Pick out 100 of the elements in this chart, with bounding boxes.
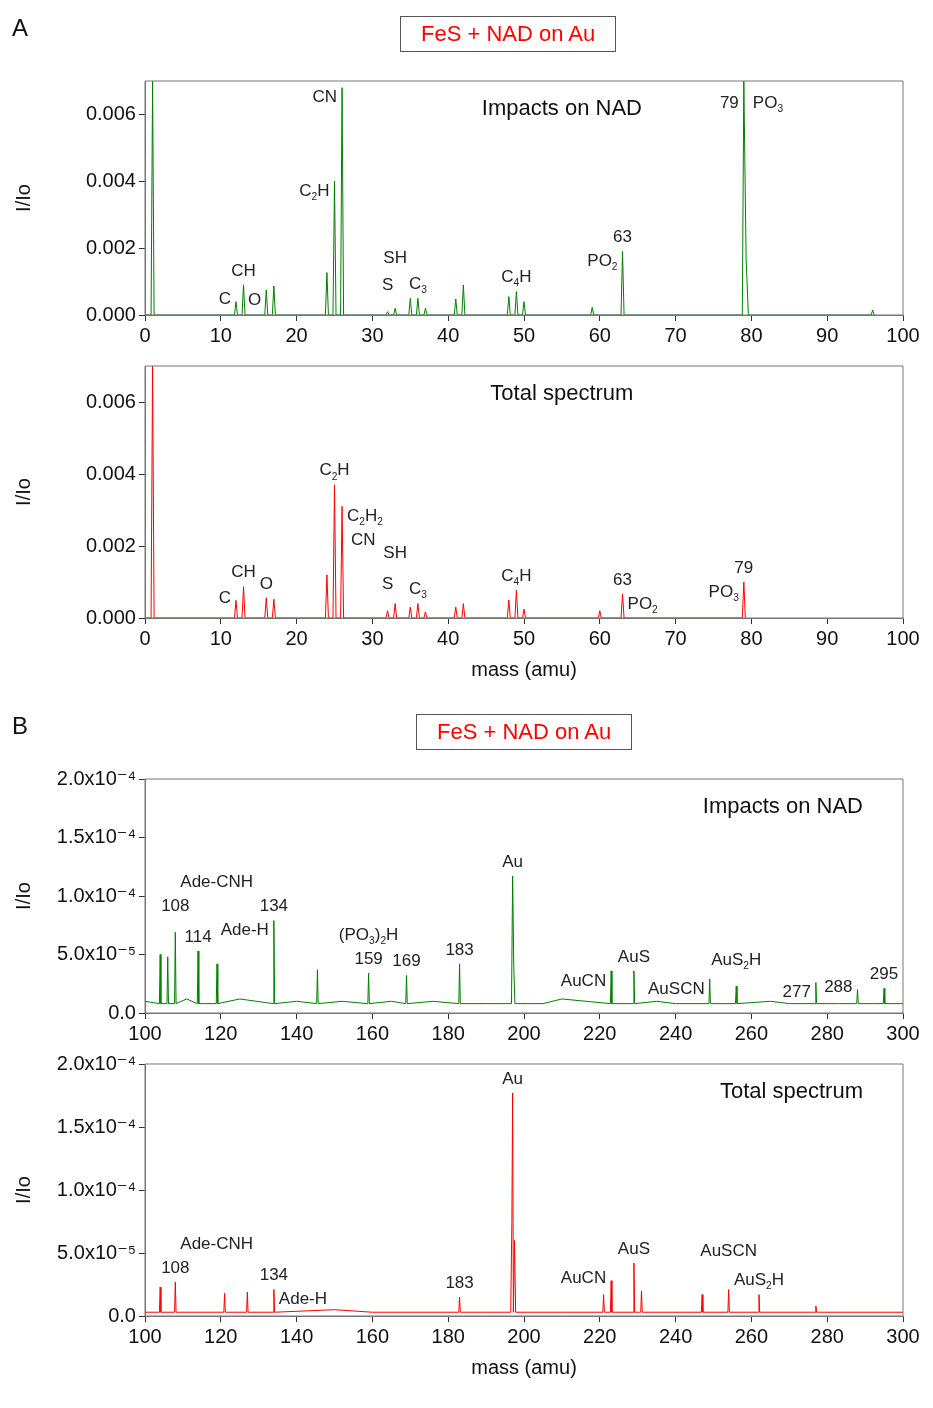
annotation: Ade-H — [220, 920, 269, 940]
annotation: O — [248, 289, 262, 309]
x-tick-label: 20 — [285, 626, 308, 649]
annotation: 79 — [719, 92, 739, 112]
x-tick-label: 100 — [886, 626, 920, 649]
annotation: SH — [383, 543, 407, 563]
x-tick-label: 180 — [431, 1021, 465, 1044]
x-tick-label: 160 — [355, 1324, 390, 1347]
y-tick-label: 0.000 — [85, 302, 136, 325]
x-tick-label: 140 — [279, 1324, 314, 1347]
annotation: 79 — [734, 557, 754, 577]
x-tick-label: 200 — [507, 1324, 541, 1347]
annotation: Au — [502, 1068, 524, 1088]
x-tick-label: 40 — [437, 323, 460, 346]
y-tick-label: 5.0x10⁻⁵ — [57, 942, 136, 965]
chart-title: FeS + NAD on Au — [416, 714, 633, 750]
text: Total spectrum — [490, 380, 634, 406]
x-tick-label: 160 — [355, 1021, 390, 1044]
x-tick-label: 0 — [139, 626, 151, 649]
annotation: CH — [231, 562, 256, 582]
x-tick-label: 50 — [512, 626, 536, 649]
y-axis-title: I/Io — [11, 882, 34, 910]
annotation: 183 — [445, 939, 474, 959]
x-tick-label: 300 — [886, 1021, 920, 1044]
annotation: 108 — [161, 895, 190, 915]
x-tick-label: 40 — [437, 626, 460, 649]
y-axis-title: I/Io — [11, 478, 34, 506]
y-tick-label: 1.5x10⁻⁴ — [56, 1114, 136, 1137]
annotation: 108 — [161, 1257, 190, 1277]
x-tick-label: 10 — [209, 626, 232, 649]
x-tick-label: 90 — [816, 626, 839, 649]
x-tick-label: 180 — [431, 1324, 465, 1347]
y-tick-label: 0.006 — [85, 101, 136, 124]
y-tick-label: 2.0x10⁻⁴ — [56, 766, 136, 789]
annotation: CN — [351, 530, 376, 550]
text: Total spectrum — [719, 1078, 864, 1104]
chart-title: FeS + NAD on Au — [400, 16, 617, 52]
annotation: S — [381, 275, 394, 295]
x-tick-label: 120 — [204, 1324, 238, 1347]
x-tick-label: 120 — [204, 1021, 238, 1044]
x-axis-title: mass (amu) — [471, 1355, 577, 1378]
annotation: 63 — [613, 569, 633, 589]
x-tick-label: 220 — [583, 1021, 617, 1044]
x-tick-label: 260 — [734, 1324, 769, 1347]
text: B — [12, 712, 29, 740]
y-axis-title: I/Io — [11, 1176, 34, 1204]
y-tick-label: 2.0x10⁻⁴ — [56, 1051, 136, 1074]
annotation: CH — [231, 260, 256, 280]
annotation: Au — [502, 851, 524, 871]
x-tick-label: 260 — [734, 1021, 769, 1044]
x-tick-label: 50 — [512, 323, 536, 346]
x-tick-label: 280 — [810, 1324, 844, 1347]
x-tick-label: 80 — [740, 323, 763, 346]
x-tick-label: 10 — [209, 323, 232, 346]
x-tick-label: 220 — [583, 1324, 617, 1347]
annotation: 159 — [354, 948, 383, 968]
x-tick-label: 100 — [886, 323, 920, 346]
x-tick-label: 30 — [361, 626, 384, 649]
annotation: AuCN — [560, 970, 607, 990]
x-tick-label: 280 — [810, 1021, 844, 1044]
annotation: C — [218, 289, 231, 309]
annotation: Ade-CNH — [180, 1233, 254, 1253]
annotation: AuS — [617, 946, 650, 966]
x-tick-label: 200 — [507, 1021, 541, 1044]
y-tick-label: 0.002 — [85, 235, 136, 258]
x-tick-label: 70 — [664, 323, 687, 346]
y-tick-label: 5.0x10⁻⁵ — [57, 1240, 136, 1263]
x-tick-label: 20 — [285, 323, 308, 346]
annotation: 114 — [184, 926, 212, 946]
annotation: 277 — [782, 982, 811, 1002]
y-axis-title: I/Io — [11, 184, 34, 212]
annotation: C — [218, 588, 231, 608]
annotation: Ade-H — [278, 1289, 328, 1309]
annotation: AuSCN — [648, 978, 705, 998]
text: Impacts on NAD — [702, 793, 864, 819]
y-tick-label: 0.002 — [85, 533, 136, 556]
text: Impacts on NAD — [481, 95, 642, 121]
y-tick-label: 1.5x10⁻⁴ — [56, 825, 136, 848]
x-tick-label: 300 — [886, 1324, 920, 1347]
y-tick-label: 0.0 — [108, 1000, 136, 1023]
x-tick-label: 90 — [816, 323, 839, 346]
annotation: AuCN — [560, 1268, 607, 1288]
annotation: SH — [383, 248, 407, 267]
x-tick-label: 140 — [279, 1021, 314, 1044]
y-tick-label: 1.0x10⁻⁴ — [56, 1177, 136, 1200]
x-tick-label: 240 — [658, 1324, 693, 1347]
annotation: S — [381, 574, 394, 594]
x-tick-label: 80 — [740, 626, 763, 649]
annotation: 295 — [869, 964, 899, 984]
y-tick-label: 0.000 — [85, 605, 136, 628]
x-tick-label: 100 — [128, 1021, 162, 1044]
annotation: O — [259, 573, 273, 593]
annotation: 63 — [613, 227, 633, 247]
text: A — [12, 14, 29, 42]
x-axis-title: mass (amu) — [471, 657, 577, 680]
x-tick-label: 30 — [361, 323, 384, 346]
x-tick-label: 70 — [664, 626, 687, 649]
x-tick-label: 0 — [139, 323, 151, 346]
y-tick-label: 0.004 — [85, 168, 136, 191]
y-tick-label: 1.0x10⁻⁴ — [56, 883, 136, 906]
